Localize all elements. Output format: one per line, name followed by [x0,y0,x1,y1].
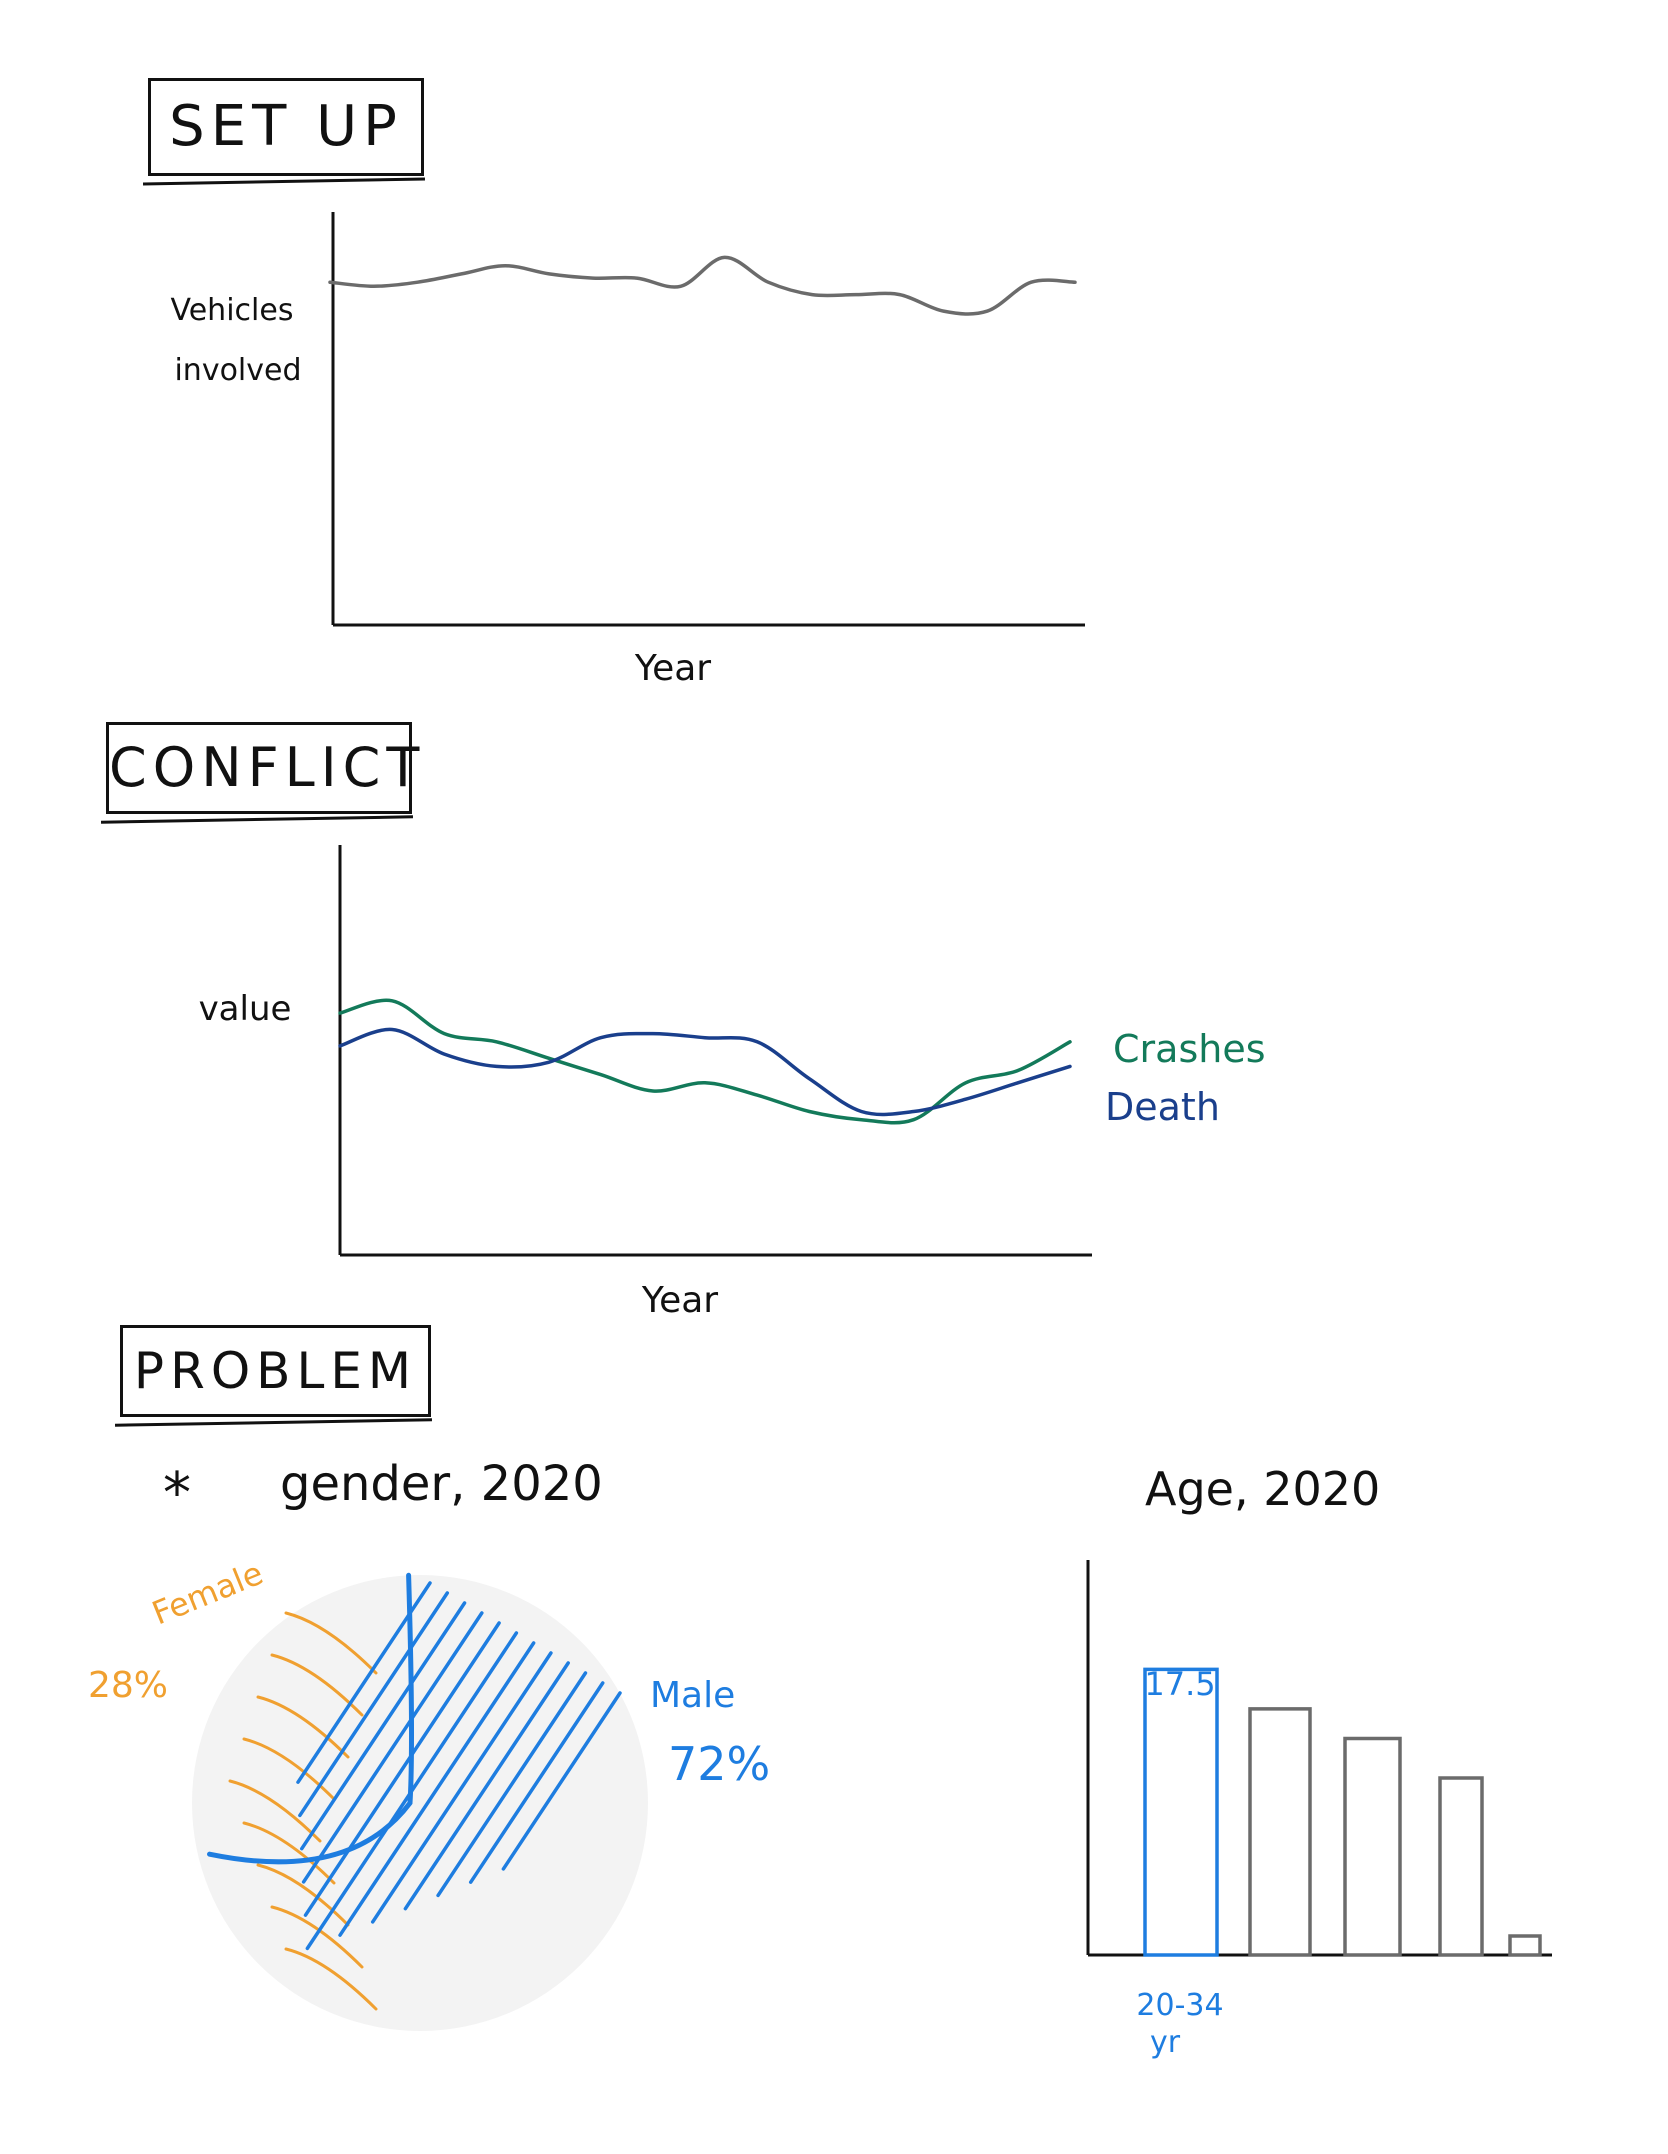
female-value: 28% [88,1665,168,1706]
age-bar [1343,1736,1402,1957]
gender-pie-chart: * gender, 2020 Female 28% Male 72% [88,1456,770,2031]
bar-title: Age, 2020 [1145,1462,1380,1516]
legend-crashes: Crashes [1113,1027,1266,1071]
x-axis-label: Year [641,1280,718,1321]
y-axis-label: value [199,989,292,1029]
problem-title: PROBLEM [120,1325,431,1417]
male-hatch-stroke [338,1641,536,1937]
female-hatch-stroke [284,1611,378,1675]
vehicles-line-chart: Vehicles involved Year [171,212,1085,689]
female-hatch-stroke [270,1653,364,1717]
crashes-deaths-line-chart: value Year Crashes Death [199,845,1266,1321]
x-axis-label: Year [634,648,711,689]
male-hatch-stroke [501,1691,622,1871]
female-hatch-stroke [242,1737,336,1801]
female-hatch-stroke [284,1947,378,2011]
male-hatch-stroke [370,1651,553,1924]
conflict-title: CONFLICT [106,722,419,814]
male-hatch-stroke [298,1591,450,1818]
male-hatch-stroke [301,1611,484,1884]
age-bar [1508,1934,1542,1957]
age-bar [1143,1667,1219,1957]
male-hatch-stroke [468,1681,605,1884]
male-hatch-stroke [303,1621,501,1917]
female-hatch-stroke [270,1905,364,1969]
pie-divider-line [207,1572,415,1865]
highlight-category-unit: yr [1150,2025,1181,2060]
female-hatch-stroke [256,1695,350,1759]
highlight-bar-value: 17.5 [1144,1665,1215,1703]
female-hatch-stroke [228,1779,322,1843]
y-axis-label-line1: Vehicles [171,293,294,328]
highlight-category-label: 20-34 [1136,1988,1223,2023]
series-line-crashes [338,998,1072,1125]
legend-death: Death [1105,1085,1220,1129]
male-hatch-stroke [436,1671,588,1898]
series-line-death [338,1027,1072,1117]
age-bar [1248,1707,1312,1957]
male-value: 72% [668,1737,770,1791]
age-bar-chart: Age, 2020 17.5 20-34 yr [1086,1462,1552,2060]
pie-title: gender, 2020 [280,1456,603,1512]
male-label: Male [650,1675,735,1716]
bullet-asterisk: * [163,1461,191,1526]
y-axis-label-line2: involved [174,353,301,388]
female-label: Female [147,1554,269,1633]
female-hatch-stroke [256,1863,350,1927]
series-line-vehicles [328,255,1077,316]
male-hatch-stroke [403,1661,570,1911]
age-bar [1438,1776,1484,1957]
setup-title: SET UP [148,78,424,176]
male-hatch-stroke [299,1601,467,1851]
pie-background [192,1575,648,2031]
female-hatch-stroke [242,1821,336,1885]
